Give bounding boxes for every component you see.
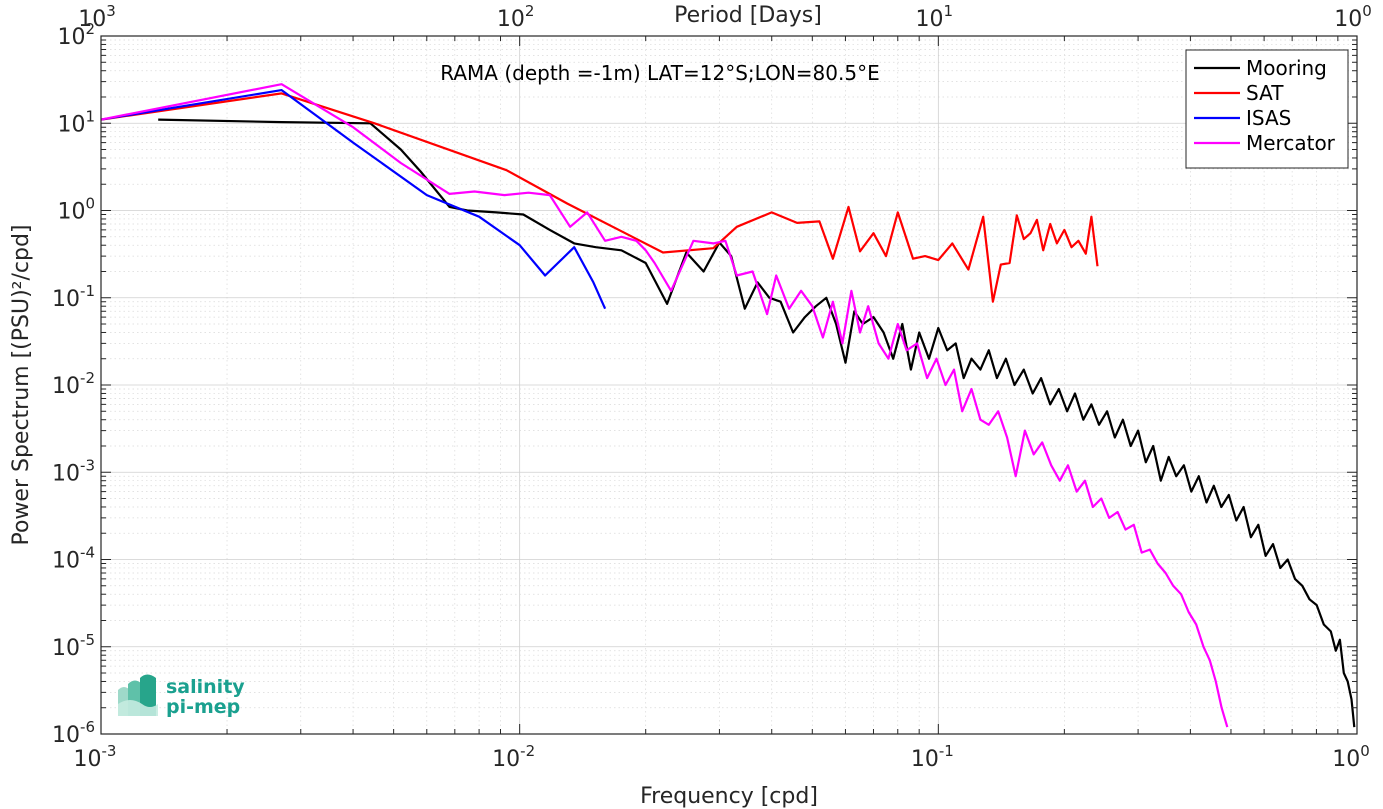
minor-grid [101, 36, 1357, 734]
y-tick-label: 10-5 [52, 631, 95, 661]
chart-annotation: RAMA (depth =-1m) LAT=12°S;LON=80.5°E [440, 61, 879, 85]
top-tick-label: 103 [78, 2, 116, 32]
legend-label-mooring: Mooring [1246, 56, 1327, 80]
top-tick-label: 100 [1334, 2, 1372, 32]
legend-label-sat: SAT [1246, 81, 1284, 105]
legend-label-isas: ISAS [1246, 106, 1291, 130]
series-line-mercator [101, 83, 1229, 728]
y-tick-label: 10-1 [52, 282, 95, 312]
logo-icon [118, 674, 158, 716]
legend-box [1185, 49, 1349, 169]
axis-tick-marks [100, 35, 1358, 735]
logo-text-line2: pi-mep [166, 696, 240, 718]
y-axis-label: Power Spectrum [(PSU)²/cpd] [9, 224, 34, 545]
x-tick-label: 10-2 [492, 742, 535, 772]
y-tick-label: 102 [57, 20, 95, 50]
y-tick-label: 10-6 [52, 718, 95, 748]
salinity-pimep-logo: salinity pi-mep [118, 674, 245, 718]
legend-label-mercator: Mercator [1246, 131, 1336, 155]
y-tick-label: 10-3 [52, 456, 95, 486]
y-tick-label: 101 [57, 107, 95, 137]
y-tick-label: 100 [57, 195, 95, 225]
x-tick-label: 10-3 [74, 742, 117, 772]
y-tick-label: 10-2 [52, 369, 95, 399]
x-tick-label: 10-1 [911, 742, 954, 772]
tick-labels: 10-3 10-2 10-1 100 10-6 10-5 10-4 10-3 10-2 10-1 1… [52, 2, 1372, 772]
x-axis-label: Frequency [cpd] [640, 784, 818, 809]
top-tick-label: 102 [497, 2, 535, 32]
series-layer [101, 83, 1356, 728]
series-line-isas [101, 88, 607, 310]
top-tick-label: 101 [916, 2, 954, 32]
top-axis-label: Period [Days] [674, 3, 822, 28]
logo-text-line1: salinity [166, 676, 245, 698]
x-tick-label: 100 [1332, 742, 1370, 772]
series-line-mooring [158, 118, 1356, 728]
y-tick-label: 10-4 [52, 544, 95, 574]
